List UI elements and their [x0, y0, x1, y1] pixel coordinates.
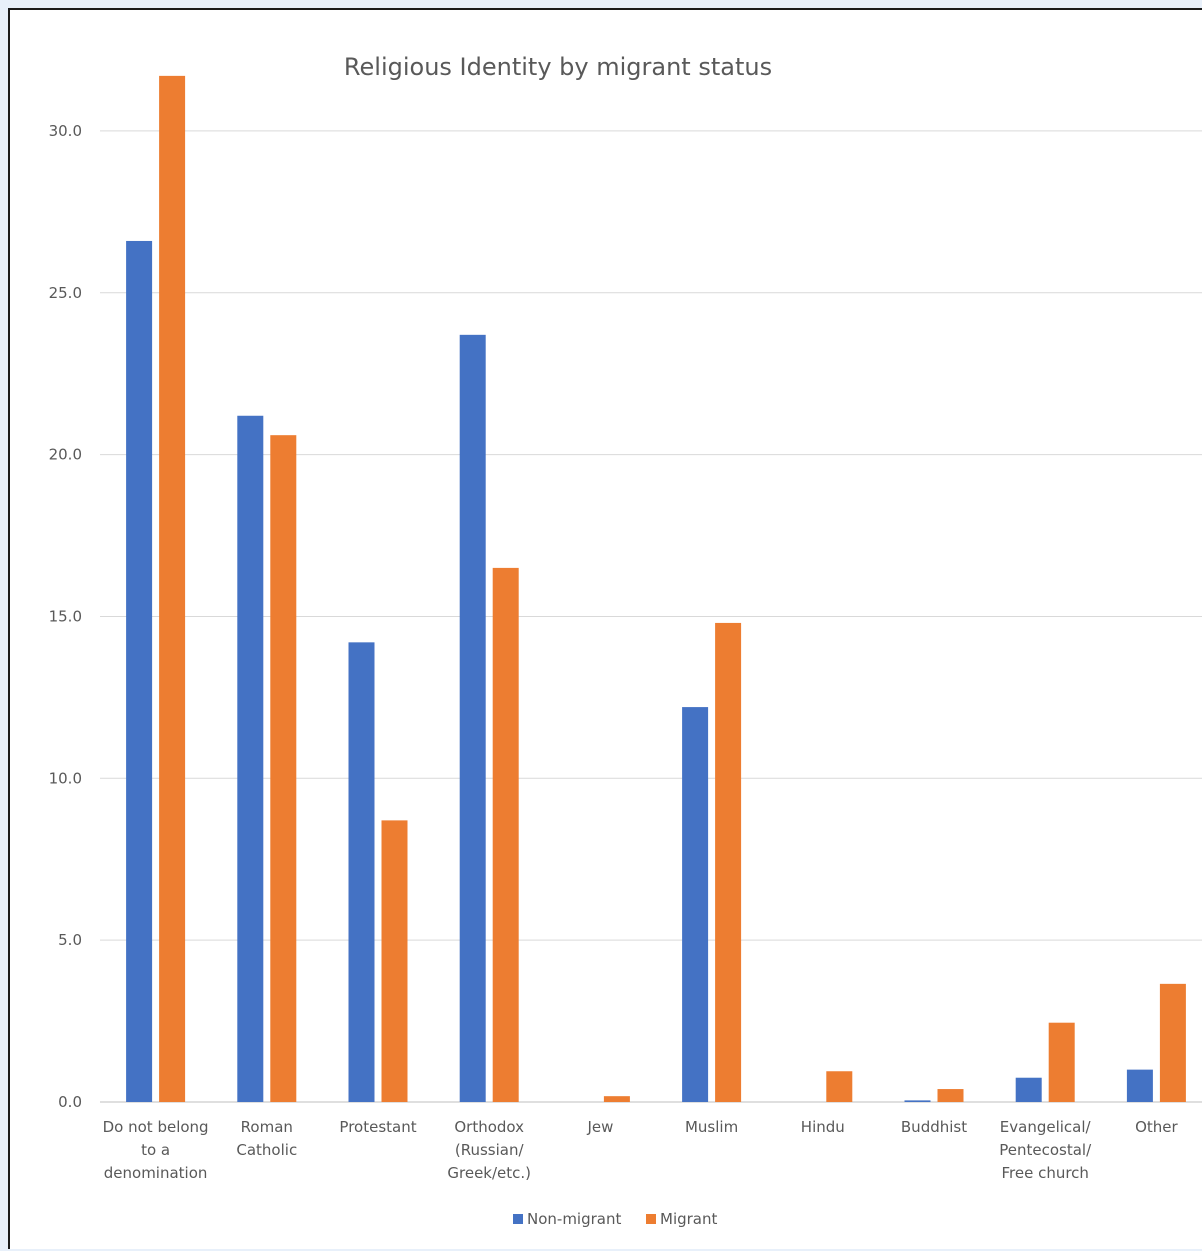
- x-axis-categories: Do not belong to a denomination Roman Cathol…: [103, 1118, 1179, 1182]
- category-label: Do not belong to a denomination: [103, 1118, 209, 1182]
- bar-non-migrant: [1015, 1077, 1042, 1102]
- legend-label: Migrant: [660, 1210, 717, 1228]
- legend-swatch: [513, 1214, 523, 1224]
- category-label: Hindu: [801, 1118, 845, 1136]
- bar-chart: 0.0 5.0 10.0 15.0 20.0 25.0 30.0 Do not belong…: [49, 53, 1202, 1228]
- bar-migrant: [492, 567, 519, 1102]
- y-axis-ticks: 0.0 5.0 10.0 15.0 20.0 25.0 30.0: [49, 122, 82, 1111]
- y-tick-label: 0.0: [58, 1093, 82, 1111]
- category-label: Protestant: [339, 1118, 416, 1136]
- bar-non-migrant: [459, 334, 486, 1102]
- bar-non-migrant: [904, 1100, 931, 1102]
- category-label: Jew: [586, 1118, 613, 1136]
- bar-non-migrant: [1126, 1069, 1153, 1102]
- bar-migrant: [826, 1071, 853, 1102]
- y-tick-label: 30.0: [49, 122, 82, 140]
- bar-migrant: [715, 622, 742, 1102]
- category-label: Other: [1135, 1118, 1178, 1136]
- y-tick-label: 10.0: [49, 769, 82, 787]
- y-tick-label: 25.0: [49, 284, 82, 302]
- bar-migrant: [937, 1089, 964, 1102]
- gridlines: [100, 130, 1202, 1103]
- category-label: Roman Catholic: [236, 1118, 297, 1159]
- legend-label: Non-migrant: [527, 1210, 621, 1228]
- category-label: Buddhist: [901, 1118, 967, 1136]
- category-label: Evangelical/Pentecostal/Free church: [999, 1118, 1092, 1182]
- chart-title: Religious Identity by migrant status: [344, 53, 772, 81]
- bar-migrant: [381, 820, 408, 1102]
- bar-migrant: [603, 1096, 630, 1102]
- legend: Non-migrant Migrant: [513, 1210, 717, 1228]
- bar-non-migrant: [682, 707, 709, 1102]
- bar-non-migrant: [237, 415, 264, 1103]
- bar-migrant: [1159, 983, 1186, 1102]
- bar-migrant: [270, 435, 297, 1103]
- bar-migrant: [1048, 1022, 1075, 1102]
- category-label: Muslim: [685, 1118, 738, 1136]
- bar-non-migrant: [126, 240, 153, 1102]
- bar-non-migrant: [348, 642, 375, 1102]
- bar-migrant: [159, 75, 186, 1103]
- y-tick-label: 20.0: [49, 446, 82, 464]
- bars: [126, 75, 1186, 1103]
- category-label: Orthodox (Russian/Greek/etc.): [447, 1118, 531, 1182]
- legend-swatch: [646, 1214, 656, 1224]
- chart-area: 0.0 5.0 10.0 15.0 20.0 25.0 30.0 Do not belong…: [8, 8, 1202, 1249]
- y-tick-label: 5.0: [58, 931, 82, 949]
- y-tick-label: 15.0: [49, 607, 82, 625]
